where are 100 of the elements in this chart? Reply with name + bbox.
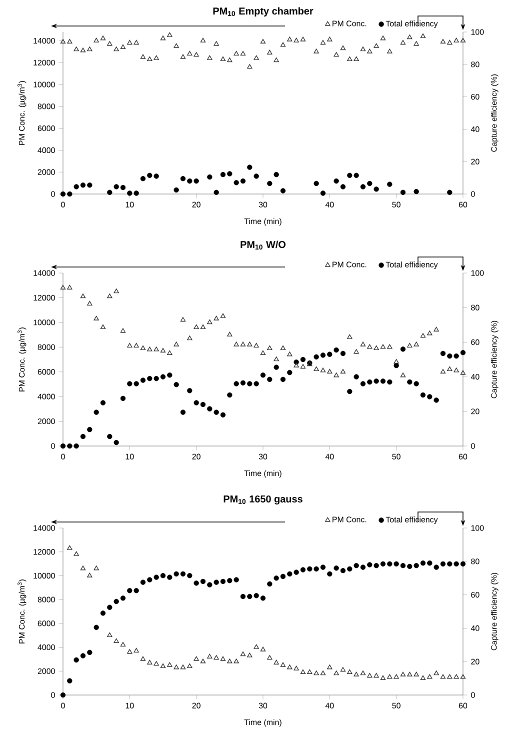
point — [107, 294, 112, 298]
chart-title: PM$_{10}$ Empty chamber — [213, 7, 314, 17]
point — [187, 50, 192, 56]
point — [367, 672, 372, 678]
point — [134, 648, 139, 653]
point — [220, 656, 226, 661]
point — [80, 48, 86, 52]
point — [174, 342, 179, 346]
point — [214, 655, 219, 660]
point — [260, 38, 266, 44]
point — [94, 38, 99, 42]
point — [400, 190, 406, 195]
point — [107, 632, 112, 638]
point — [200, 38, 206, 42]
point — [154, 661, 159, 666]
point — [454, 38, 459, 42]
point — [347, 172, 352, 178]
point — [94, 566, 99, 570]
point — [340, 368, 346, 374]
point — [247, 652, 252, 658]
point — [227, 658, 232, 664]
point — [274, 58, 279, 62]
point — [100, 324, 106, 330]
point — [380, 675, 386, 680]
point — [294, 362, 299, 368]
point — [280, 662, 286, 667]
point — [447, 40, 452, 45]
point — [400, 672, 406, 676]
point — [294, 666, 299, 670]
point — [314, 180, 319, 186]
point — [247, 64, 252, 69]
point — [207, 654, 212, 658]
point — [414, 672, 419, 676]
point — [307, 669, 312, 674]
point — [340, 184, 346, 190]
point — [367, 344, 372, 349]
point — [227, 332, 232, 336]
point — [127, 649, 132, 654]
point — [320, 40, 326, 45]
point — [174, 664, 179, 670]
point — [387, 674, 392, 679]
point — [180, 317, 186, 322]
point — [400, 40, 406, 45]
point — [74, 184, 79, 190]
point — [440, 674, 446, 679]
point — [207, 55, 212, 60]
point — [267, 655, 272, 660]
point — [320, 190, 326, 196]
point — [454, 674, 459, 679]
point — [67, 284, 72, 290]
point — [234, 658, 239, 664]
point — [320, 670, 326, 676]
point — [394, 359, 399, 364]
point — [67, 545, 72, 550]
point — [260, 350, 266, 355]
point — [74, 551, 79, 556]
point — [254, 55, 259, 60]
point — [380, 36, 386, 40]
point — [354, 349, 359, 354]
point — [167, 662, 172, 667]
point — [394, 674, 399, 679]
point — [447, 674, 452, 679]
point — [114, 288, 119, 294]
point — [427, 674, 432, 679]
point — [254, 342, 259, 348]
point — [220, 56, 226, 62]
point — [154, 174, 159, 179]
point — [167, 32, 172, 37]
point — [134, 342, 139, 348]
point — [114, 184, 119, 190]
point — [187, 178, 192, 184]
point — [334, 372, 339, 378]
point — [420, 33, 426, 38]
point — [267, 180, 272, 186]
point — [420, 333, 426, 338]
point — [414, 342, 419, 346]
point — [367, 180, 372, 186]
point — [440, 368, 446, 374]
point — [440, 38, 446, 44]
point — [387, 182, 392, 187]
point — [327, 664, 332, 670]
point — [100, 36, 106, 40]
point — [87, 572, 92, 578]
point — [194, 324, 199, 330]
point — [360, 342, 366, 346]
point — [160, 348, 166, 353]
point — [154, 55, 159, 60]
point — [120, 44, 126, 49]
point — [140, 345, 146, 350]
point — [280, 345, 286, 350]
point — [214, 316, 219, 320]
point — [274, 356, 279, 362]
point — [220, 172, 226, 178]
point — [287, 36, 292, 42]
point — [147, 56, 152, 62]
point — [354, 672, 359, 676]
point — [80, 566, 86, 570]
point — [334, 52, 339, 57]
point — [220, 313, 226, 318]
point — [280, 42, 286, 47]
